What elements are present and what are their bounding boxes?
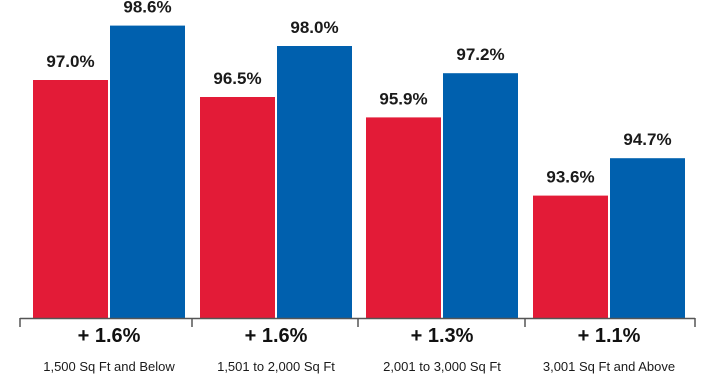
bar-value-label: 93.6% — [546, 168, 594, 187]
bar-value-label: 97.0% — [46, 52, 94, 71]
difference-label: + 1.6% — [78, 325, 141, 347]
bar-series2-2 — [277, 46, 352, 318]
bar-value-label: 97.2% — [456, 45, 504, 64]
bar-value-label: 94.7% — [623, 130, 671, 149]
value-labels-layer: 97.0% 98.6% 96.5% 98.0% 95.9% 97.2% 93.6% 94.7% — [46, 0, 671, 187]
category-label: 1,501 to 2,000 Sq Ft — [217, 359, 335, 374]
bar-series1-1 — [33, 80, 108, 318]
difference-label: + 1.6% — [245, 325, 308, 347]
bar-series1-4 — [533, 195, 608, 318]
x-axis-ticks — [19, 318, 696, 327]
category-label: 3,001 Sq Ft and Above — [543, 359, 675, 374]
bar-series2-4 — [610, 158, 685, 318]
bar-value-label: 98.6% — [123, 0, 171, 17]
category-label: 1,500 Sq Ft and Below — [43, 359, 175, 374]
difference-label: + 1.1% — [578, 325, 641, 347]
category-labels-layer: 1,500 Sq Ft and Below 1,501 to 2,000 Sq F… — [43, 359, 675, 374]
bar-value-label: 95.9% — [379, 89, 427, 108]
bar-series1-2 — [200, 97, 275, 318]
bar-series2-3 — [443, 73, 518, 318]
difference-label: + 1.3% — [411, 325, 474, 347]
bar-series1-3 — [366, 117, 441, 319]
bar-value-label: 98.0% — [290, 18, 338, 37]
category-label: 2,001 to 3,000 Sq Ft — [383, 359, 501, 374]
bar-value-label: 96.5% — [213, 69, 261, 88]
bar-series2-1 — [110, 25, 185, 318]
difference-labels-layer: + 1.6% + 1.6% + 1.3% + 1.1% — [78, 325, 641, 347]
bars-layer — [33, 25, 685, 319]
